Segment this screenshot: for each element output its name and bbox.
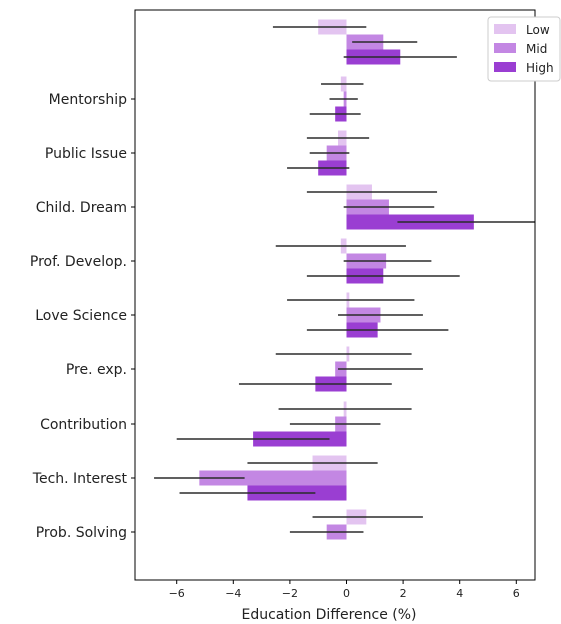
- category-label: Pre. exp.: [66, 362, 127, 378]
- legend-label-high: High: [526, 61, 554, 75]
- x-tick-label: 6: [513, 587, 520, 600]
- category-label: Public Issue: [45, 146, 127, 162]
- legend: Low Mid High: [487, 16, 561, 82]
- category-label: Love Science: [35, 308, 127, 324]
- x-axis: −6 −4 −2 0 2 4 6: [169, 580, 520, 600]
- category-label: Child. Dream: [36, 200, 127, 216]
- bars-layer: [199, 19, 474, 540]
- x-tick-label: −4: [225, 587, 241, 600]
- x-tick-label: 4: [456, 587, 463, 600]
- legend-swatch-low: [494, 24, 516, 34]
- error-bars-layer: [154, 26, 535, 533]
- legend-label-mid: Mid: [526, 42, 547, 56]
- legend-swatch-mid: [494, 43, 516, 53]
- category-label: Prob. Solving: [36, 525, 127, 541]
- category-label: Tech. Interest: [32, 471, 128, 487]
- category-label: Mentorship: [49, 92, 127, 108]
- y-axis: Mentorship Public Issue Child. Dream Prof. …: [30, 92, 135, 541]
- legend-swatch-high: [494, 62, 516, 72]
- x-tick-label: −6: [169, 587, 185, 600]
- bar-mid: [199, 470, 347, 486]
- x-tick-label: 2: [400, 587, 407, 600]
- legend-label-low: Low: [526, 23, 550, 37]
- category-label: Prof. Develop.: [30, 254, 127, 270]
- x-tick-label: 0: [343, 587, 350, 600]
- x-axis-label: Education Difference (%): [242, 607, 417, 623]
- plot-frame: [134, 9, 536, 581]
- x-tick-label: −2: [282, 587, 298, 600]
- category-label: Contribution: [40, 417, 127, 433]
